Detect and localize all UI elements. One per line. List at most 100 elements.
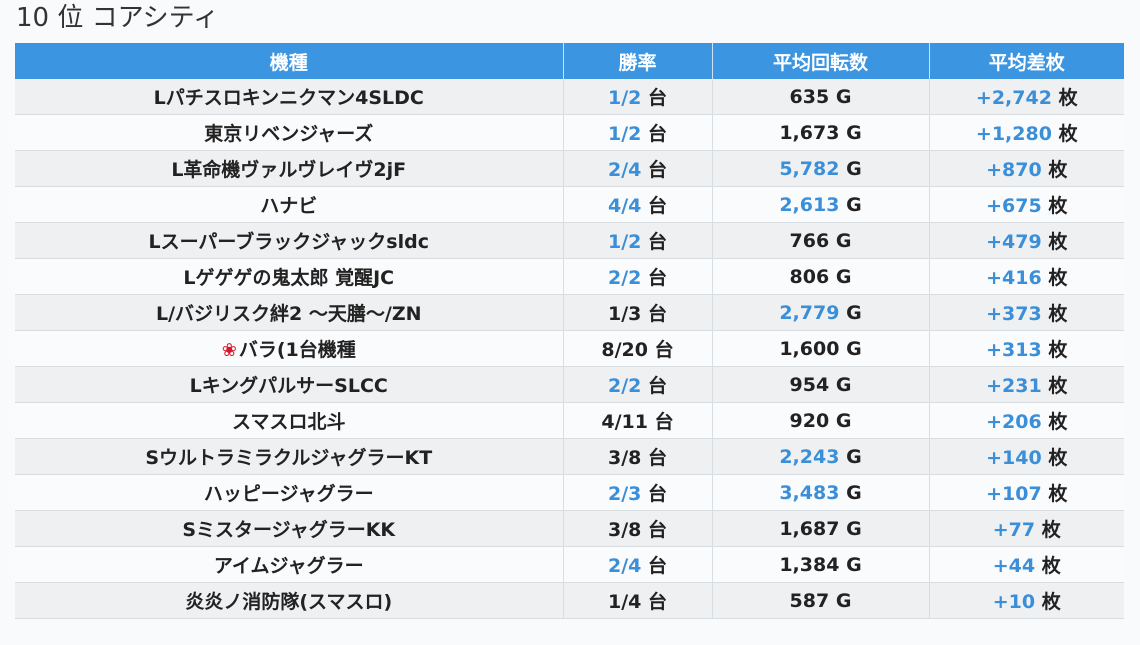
average-diff-cell: +140 枚 bbox=[929, 438, 1124, 475]
machine-name-cell: ❀ バラ(1台機種 bbox=[15, 330, 564, 367]
win-rate-cell: 2/3 台 bbox=[563, 474, 713, 511]
average-diff-unit: 枚 bbox=[1058, 87, 1078, 109]
win-rate-cell: 2/4 台 bbox=[563, 546, 713, 583]
average-diff-value: +870 bbox=[986, 159, 1042, 181]
machine-name-cell: アイムジャグラー bbox=[15, 546, 564, 583]
win-rate-unit: 台 bbox=[654, 411, 674, 433]
machine-name: SウルトラミラクルジャグラーKT bbox=[145, 447, 433, 469]
table-header-row: 機種 勝率 平均回転数 平均差枚 bbox=[15, 43, 1124, 79]
average-spins-unit: G bbox=[846, 517, 862, 540]
average-spins-value: 1,687 bbox=[779, 517, 840, 540]
win-rate-value: 1/2 bbox=[607, 123, 642, 145]
win-rate-unit: 台 bbox=[648, 555, 668, 577]
win-rate-value: 1/3 bbox=[607, 303, 642, 325]
average-diff-cell: +206 枚 bbox=[929, 402, 1124, 439]
machine-name-cell: 東京リベンジャーズ bbox=[15, 114, 564, 151]
average-diff-value: +675 bbox=[986, 195, 1042, 217]
machine-name-cell: Lゲゲゲの鬼太郎 覚醒JC bbox=[15, 258, 564, 295]
machine-name: 東京リベンジャーズ bbox=[204, 123, 374, 145]
average-spins-value: 806 bbox=[789, 265, 830, 288]
average-diff-value: +479 bbox=[986, 231, 1042, 253]
machine-name: Lパチスロキンニクマン4SLDC bbox=[153, 87, 424, 109]
average-spins-cell: 1,673 G bbox=[712, 114, 930, 151]
table-row: Lパチスロキンニクマン4SLDC 1/2 台 635 G +2,742 枚 bbox=[15, 79, 1124, 115]
win-rate-cell: 1/3 台 bbox=[563, 294, 713, 331]
page-title: 10 位 コアシティ bbox=[16, 3, 220, 33]
win-rate-cell: 3/8 台 bbox=[563, 510, 713, 547]
table-row: ❀ バラ(1台機種 8/20 台 1,600 G +313 枚 bbox=[15, 330, 1124, 367]
average-diff-value: +77 bbox=[992, 519, 1036, 541]
average-spins-value: 766 bbox=[789, 229, 830, 252]
table-row: ハナビ 4/4 台 2,613 G +675 枚 bbox=[15, 186, 1124, 223]
average-diff-cell: +313 枚 bbox=[929, 330, 1124, 367]
average-spins-unit: G bbox=[846, 193, 862, 216]
win-rate-value: 2/2 bbox=[607, 267, 642, 289]
table-row: ハッピージャグラー 2/3 台 3,483 G +107 枚 bbox=[15, 474, 1124, 511]
win-rate-unit: 台 bbox=[648, 123, 668, 145]
machine-name-cell: 炎炎ノ消防隊(スマスロ) bbox=[15, 582, 564, 619]
average-diff-unit: 枚 bbox=[1048, 267, 1068, 289]
average-spins-unit: G bbox=[835, 373, 852, 396]
table-row: 炎炎ノ消防隊(スマスロ) 1/4 台 587 G +10 枚 bbox=[15, 582, 1124, 619]
average-spins-value: 2,243 bbox=[779, 445, 840, 468]
average-diff-unit: 枚 bbox=[1048, 447, 1068, 469]
average-diff-unit: 枚 bbox=[1048, 195, 1068, 217]
win-rate-value: 2/4 bbox=[607, 159, 642, 181]
win-rate-value: 1/4 bbox=[607, 591, 642, 613]
average-spins-unit: G bbox=[835, 229, 852, 252]
average-diff-unit: 枚 bbox=[1058, 123, 1078, 145]
average-spins-unit: G bbox=[835, 85, 852, 108]
machine-name: Lスーパーブラックジャックsldc bbox=[148, 231, 429, 253]
average-spins-unit: G bbox=[835, 589, 852, 612]
column-header-machine: 機種 bbox=[15, 43, 564, 79]
average-spins-unit: G bbox=[835, 409, 852, 432]
table-row: スマスロ北斗 4/11 台 920 G +206 枚 bbox=[15, 402, 1124, 439]
table-row: SウルトラミラクルジャグラーKT 3/8 台 2,243 G +140 枚 bbox=[15, 438, 1124, 475]
ranking-table: 機種 勝率 平均回転数 平均差枚 Lパチスロキンニクマン4SLDC 1/2 台 63… bbox=[15, 43, 1124, 619]
win-rate-unit: 台 bbox=[648, 447, 668, 469]
table-row: SミスタージャグラーKK 3/8 台 1,687 G +77 枚 bbox=[15, 510, 1124, 547]
machine-name: L革命機ヴァルヴレイヴ2jF bbox=[171, 159, 407, 181]
average-spins-value: 5,782 bbox=[779, 157, 840, 180]
win-rate-value: 1/2 bbox=[607, 231, 642, 253]
win-rate-cell: 2/4 台 bbox=[563, 150, 713, 187]
column-header-win-rate: 勝率 bbox=[563, 43, 713, 79]
machine-name-cell: Lスーパーブラックジャックsldc bbox=[15, 222, 564, 259]
win-rate-cell: 1/2 台 bbox=[563, 222, 713, 259]
average-spins-value: 1,673 bbox=[779, 121, 840, 144]
machine-name-cell: Lパチスロキンニクマン4SLDC bbox=[15, 79, 564, 115]
average-spins-value: 920 bbox=[789, 409, 830, 432]
machine-name: SミスタージャグラーKK bbox=[182, 519, 396, 541]
win-rate-value: 2/2 bbox=[607, 375, 642, 397]
average-spins-cell: 1,687 G bbox=[712, 510, 930, 547]
average-spins-cell: 920 G bbox=[712, 402, 930, 439]
average-spins-value: 2,779 bbox=[779, 301, 840, 324]
machine-name: バラ(1台機種 bbox=[238, 339, 356, 361]
win-rate-cell: 4/11 台 bbox=[563, 402, 713, 439]
average-diff-unit: 枚 bbox=[1048, 375, 1068, 397]
average-spins-cell: 635 G bbox=[712, 79, 930, 115]
average-diff-cell: +373 枚 bbox=[929, 294, 1124, 331]
average-diff-cell: +675 枚 bbox=[929, 186, 1124, 223]
average-diff-value: +313 bbox=[986, 339, 1042, 361]
average-diff-unit: 枚 bbox=[1048, 483, 1068, 505]
average-diff-unit: 枚 bbox=[1048, 159, 1068, 181]
win-rate-unit: 台 bbox=[648, 483, 668, 505]
average-diff-value: +107 bbox=[986, 483, 1042, 505]
win-rate-unit: 台 bbox=[648, 591, 668, 613]
machine-name-cell: ハナビ bbox=[15, 186, 564, 223]
machine-name: ハッピージャグラー bbox=[203, 483, 374, 505]
average-spins-value: 635 bbox=[789, 85, 830, 108]
win-rate-value: 3/8 bbox=[607, 519, 642, 541]
rose-icon: ❀ bbox=[221, 340, 237, 361]
win-rate-value: 2/4 bbox=[607, 555, 642, 577]
average-spins-cell: 3,483 G bbox=[712, 474, 930, 511]
table-body: Lパチスロキンニクマン4SLDC 1/2 台 635 G +2,742 枚東京リベンジ… bbox=[15, 79, 1124, 619]
win-rate-unit: 台 bbox=[648, 303, 668, 325]
win-rate-value: 1/2 bbox=[607, 87, 642, 109]
table-row: L/バジリスク絆2 〜天膳〜/ZN 1/3 台 2,779 G +373 枚 bbox=[15, 294, 1124, 331]
win-rate-cell: 2/2 台 bbox=[563, 366, 713, 403]
average-diff-cell: +2,742 枚 bbox=[929, 79, 1124, 115]
machine-name: LキングパルサーSLCC bbox=[189, 375, 388, 397]
